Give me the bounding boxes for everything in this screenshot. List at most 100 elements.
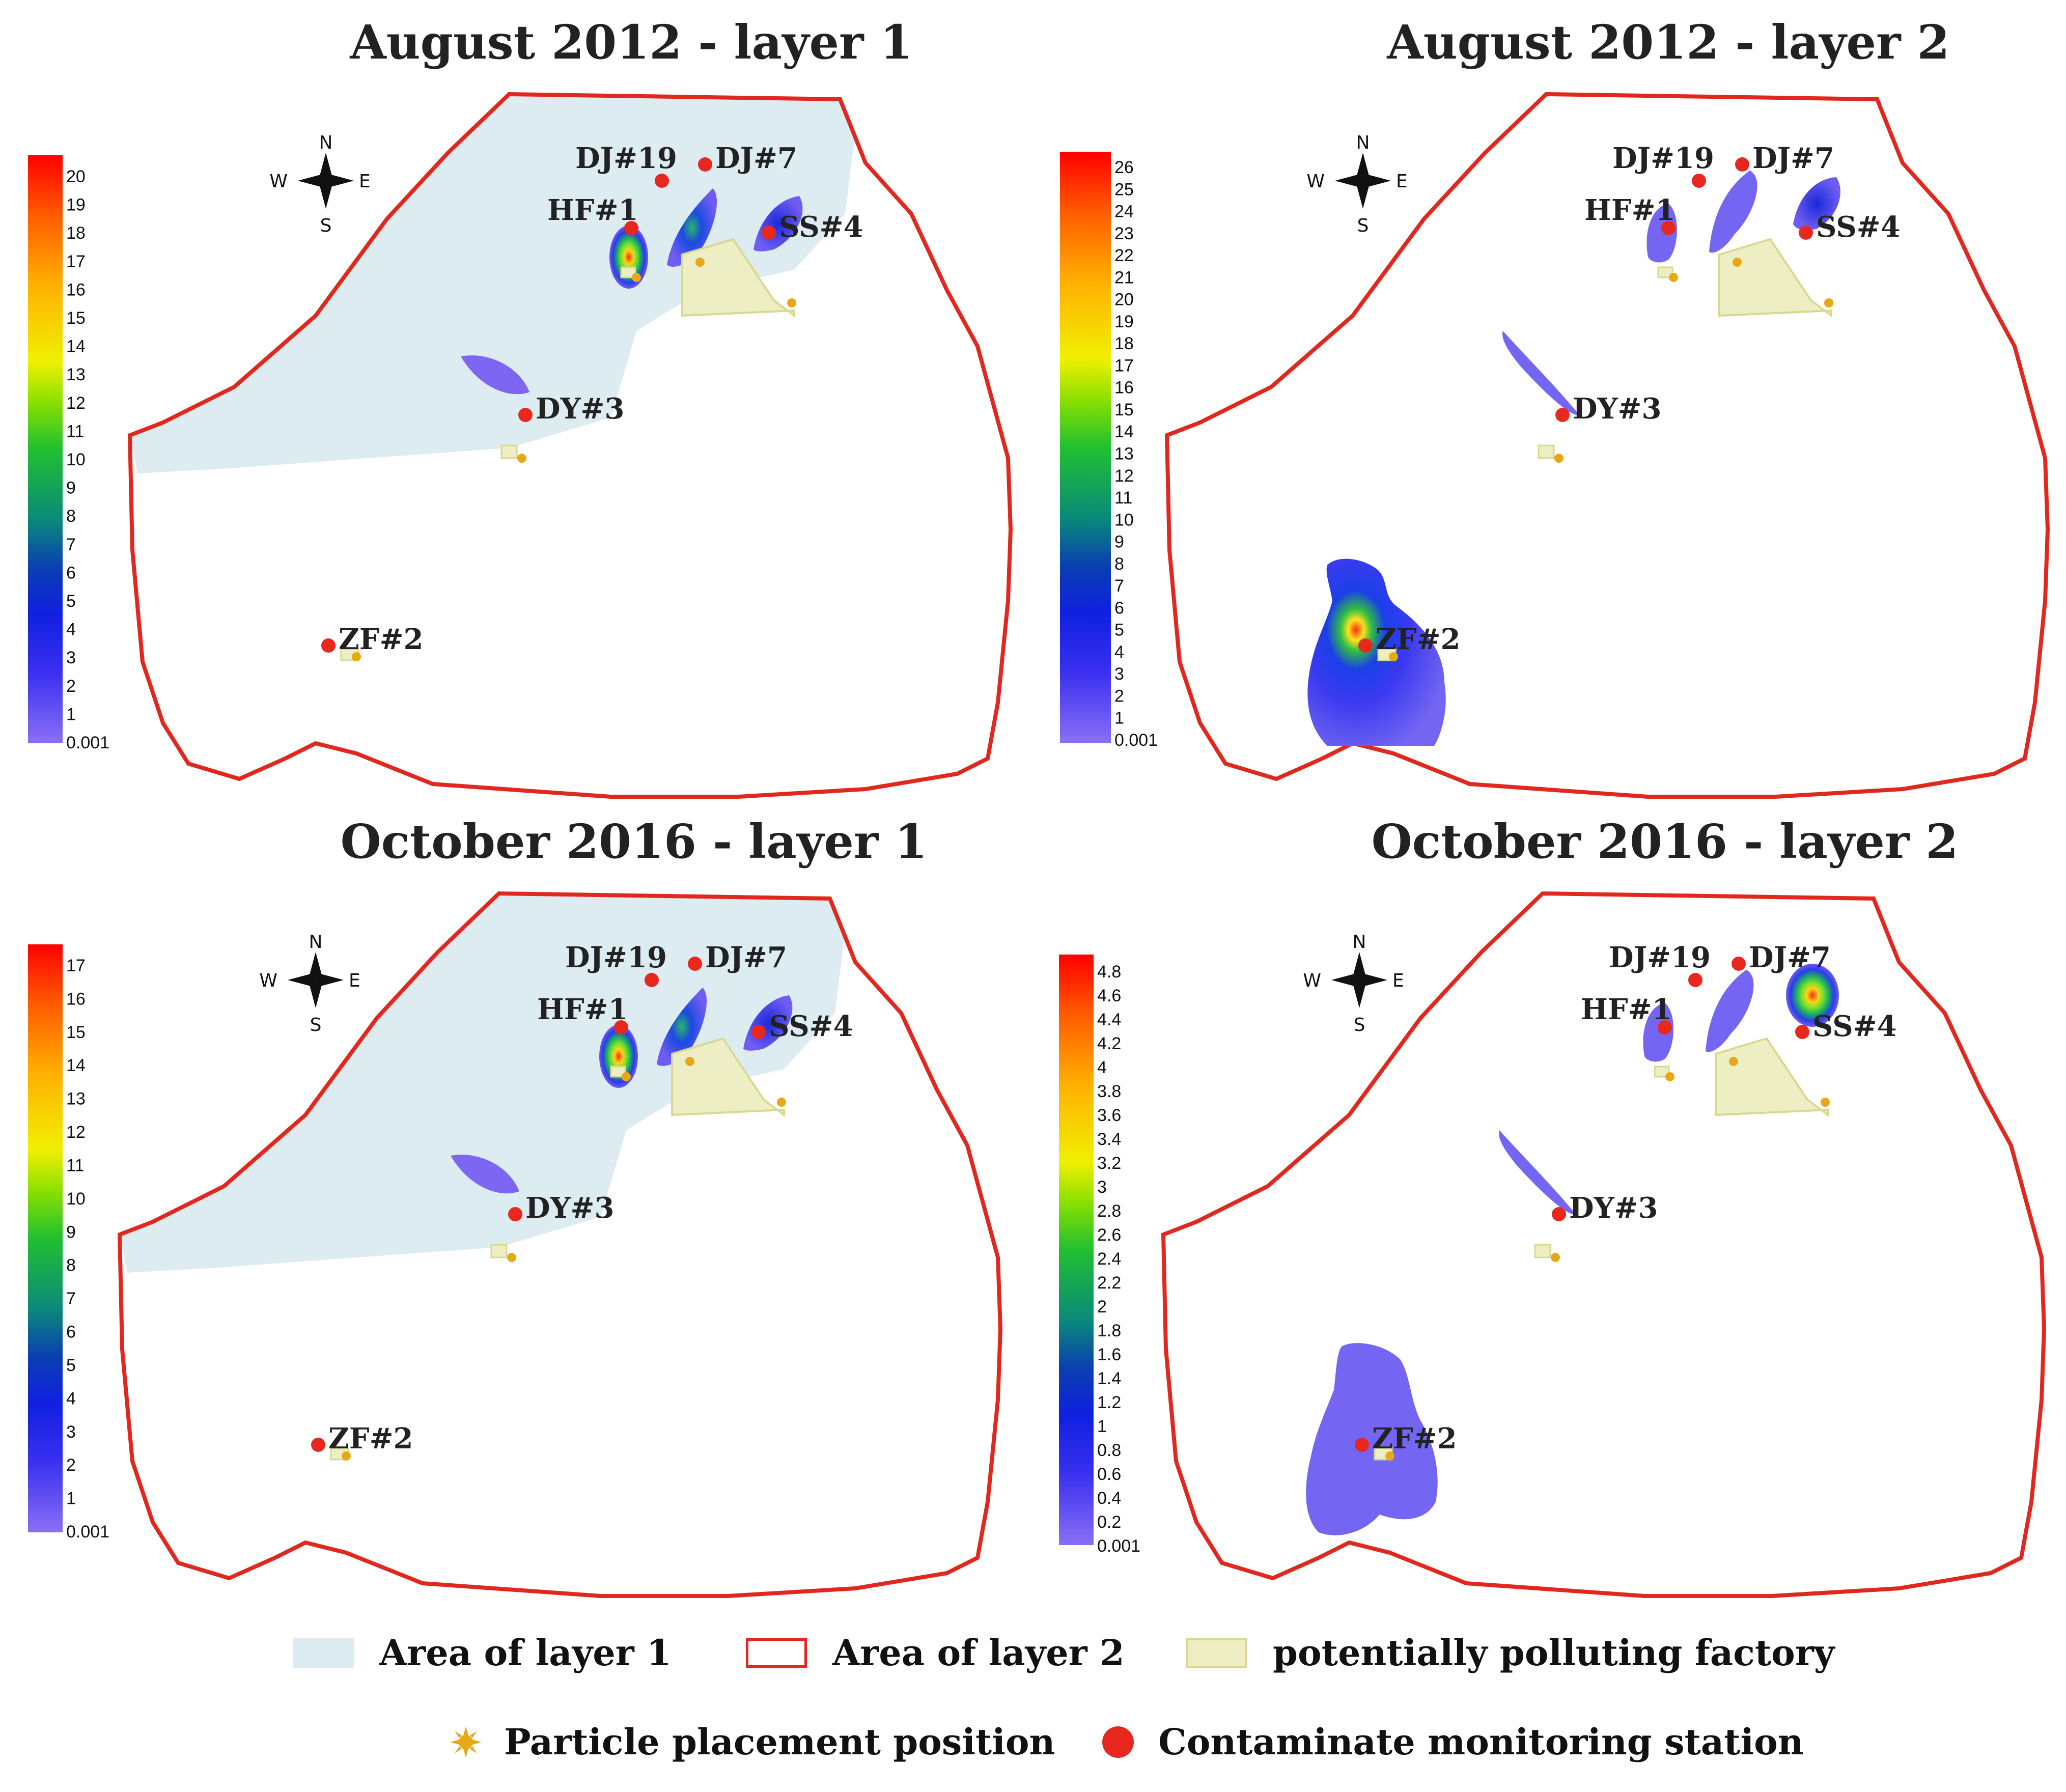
colorbar-tick-label: 12	[66, 1123, 86, 1142]
compass-e: E	[359, 171, 371, 192]
svg-text:DJ#19: DJ#19	[1609, 941, 1711, 974]
legend-factory-label: potentially polluting factory	[1273, 1632, 1835, 1674]
colorbar-tick-label: 17	[66, 252, 86, 271]
svg-text:DY#3: DY#3	[1569, 1191, 1658, 1225]
colorbar-tick-label: 0.8	[1097, 1441, 1121, 1460]
colorbar-tick-label: 18	[1114, 334, 1134, 353]
compass-w: W	[269, 171, 288, 192]
colorbar-tick-label: 1	[1114, 709, 1124, 728]
colorbar-tick-label: 8	[66, 507, 76, 526]
stations	[1358, 157, 1813, 653]
station-marker-icon	[1102, 1726, 1134, 1758]
colorbar-tick-label: 3.4	[1097, 1130, 1121, 1149]
legend-layer2-label: Area of layer 2	[832, 1632, 1125, 1674]
colorbar-tick-label: 14	[1114, 422, 1134, 441]
layer2-boundary	[117, 891, 1003, 1598]
colorbar: 17 16 15 14 13 12 11 10 9 8 7 6 5 4 3 2 1 0.001	[28, 944, 109, 1542]
colorbar-tick-label: 12	[1114, 466, 1134, 486]
stations	[321, 157, 776, 653]
colorbar-tick-label: 2	[1114, 686, 1124, 706]
colorbar-tick-label: 1.8	[1097, 1321, 1121, 1340]
colorbar-tick-label: 16	[1114, 378, 1134, 398]
colorbar-tick-label: 22	[1114, 246, 1134, 265]
colorbar-tick-label: 19	[1114, 312, 1134, 331]
colorbar-tick-label: 7	[66, 1289, 76, 1308]
colorbar-tick-label: 8	[66, 1256, 76, 1275]
colorbar-tick-label: 5	[1114, 621, 1124, 640]
plumes	[1306, 964, 1839, 1535]
colorbar-tick-label: 9	[1114, 533, 1124, 552]
colorbar-tick-label: 24	[1114, 202, 1134, 221]
factories	[340, 238, 795, 661]
particle-marker-icon	[450, 1726, 482, 1758]
svg-text:HF#1: HF#1	[547, 193, 638, 227]
colorbar-tick-label: 2	[66, 1455, 76, 1475]
colorbar-tick-label: 0.4	[1097, 1489, 1121, 1508]
colorbar-tick-label: 4	[1114, 642, 1124, 662]
station-labels: DJ#19 DJ#7 HF#1 SS#4 DY#3 ZF#2	[1376, 142, 1901, 656]
colorbar-tick-label: 5	[66, 592, 76, 611]
factories	[1377, 238, 1832, 661]
compass-n: N	[319, 132, 333, 153]
colorbar: 20 19 18 17 16 15 14 13 12 11 10 9 8 7 6 5 4 3 2 1 0.001	[28, 155, 109, 752]
compass-rose: N S W E	[269, 132, 370, 236]
layer1-area	[120, 893, 845, 1273]
legend-layer1: Area of layer 1	[293, 1632, 672, 1674]
colorbar-tick-label: 23	[1114, 224, 1134, 243]
colorbar-tick-label: 4.8	[1097, 962, 1121, 982]
svg-text:ZF#2: ZF#2	[328, 1422, 413, 1455]
colorbar: 2625242322212019181716151413121110987654…	[1060, 152, 1158, 750]
colorbar-tick-label: 1.4	[1097, 1369, 1121, 1388]
panel-title: October 2016 - layer 2	[1372, 814, 1959, 869]
panel-title: October 2016 - layer 1	[341, 814, 928, 869]
svg-text:DJ#7: DJ#7	[1752, 142, 1834, 175]
svg-text:DJ#19: DJ#19	[1612, 142, 1714, 175]
layer2-boundary	[127, 92, 1013, 799]
panel-title: August 2012 - layer 2	[1386, 15, 1949, 70]
svg-text:SS#4: SS#4	[1816, 210, 1901, 244]
colorbar-tick-label: 1.6	[1097, 1345, 1121, 1364]
colorbar-tick-label: 11	[66, 422, 84, 441]
svg-text:E: E	[349, 970, 360, 991]
colorbar-tick-label: 4.4	[1097, 1010, 1121, 1029]
svg-text:SS#4: SS#4	[1812, 1010, 1897, 1043]
svg-text:HF#1: HF#1	[1584, 193, 1676, 227]
colorbar-tick-label: 3	[1114, 664, 1124, 684]
colorbar-tick-label: 13	[1114, 444, 1134, 464]
colorbar-tick-label: 0.001	[1114, 731, 1158, 750]
colorbar-tick-label: 16	[66, 280, 86, 299]
colorbar-tick-label: 1	[66, 705, 76, 724]
legend-layer1-label: Area of layer 1	[379, 1632, 672, 1674]
colorbar-tick-label: 10	[66, 450, 86, 469]
station-labels: DJ#19 DJ#7 HF#1 SS#4 DY#3 ZF#2	[339, 142, 863, 656]
legend-particle: Particle placement position	[448, 1721, 1055, 1763]
factories	[1374, 1037, 1829, 1461]
svg-text:S: S	[310, 1015, 322, 1035]
colorbar-tick-label: 3	[66, 1422, 76, 1442]
colorbar-tick-label: 2	[66, 677, 76, 696]
colorbar-tick-label: 1	[66, 1489, 76, 1508]
colorbar: 4.8 4.6 4.4 4.2 4 3.8 3.6 3.4 3.2 3 2.8 2.6 2.4 2.2 2 1…	[1059, 955, 1140, 1556]
legend-layer1-swatch	[293, 1638, 354, 1668]
svg-text:HF#1: HF#1	[537, 993, 628, 1026]
svg-text:N: N	[1356, 132, 1370, 153]
svg-text:DJ#7: DJ#7	[1749, 941, 1831, 974]
svg-text:E: E	[1396, 171, 1408, 192]
colorbar-tick-label: 21	[1114, 268, 1134, 287]
colorbar-tick-label: 3.8	[1097, 1082, 1121, 1101]
colorbar-tick-label: 0.001	[66, 733, 109, 752]
colorbar-tick-label: 1	[1097, 1417, 1107, 1436]
colorbar-tick-label: 17	[1114, 356, 1134, 375]
legend-layer2-swatch	[746, 1638, 807, 1668]
colorbar-tick-label: 10	[1114, 510, 1134, 529]
legend-factory: potentially polluting factory	[1186, 1632, 1834, 1674]
colorbar-tick-label: 2.8	[1097, 1201, 1121, 1221]
colorbar-tick-label: 3.6	[1097, 1106, 1121, 1125]
svg-text:N: N	[309, 932, 323, 953]
particle-positions	[342, 1057, 786, 1461]
svg-text:DJ#19: DJ#19	[565, 941, 667, 974]
colorbar-tick-label: 18	[66, 223, 86, 243]
colorbar-tick-label: 9	[66, 479, 76, 498]
colorbar-tick-label: 7	[66, 535, 76, 554]
